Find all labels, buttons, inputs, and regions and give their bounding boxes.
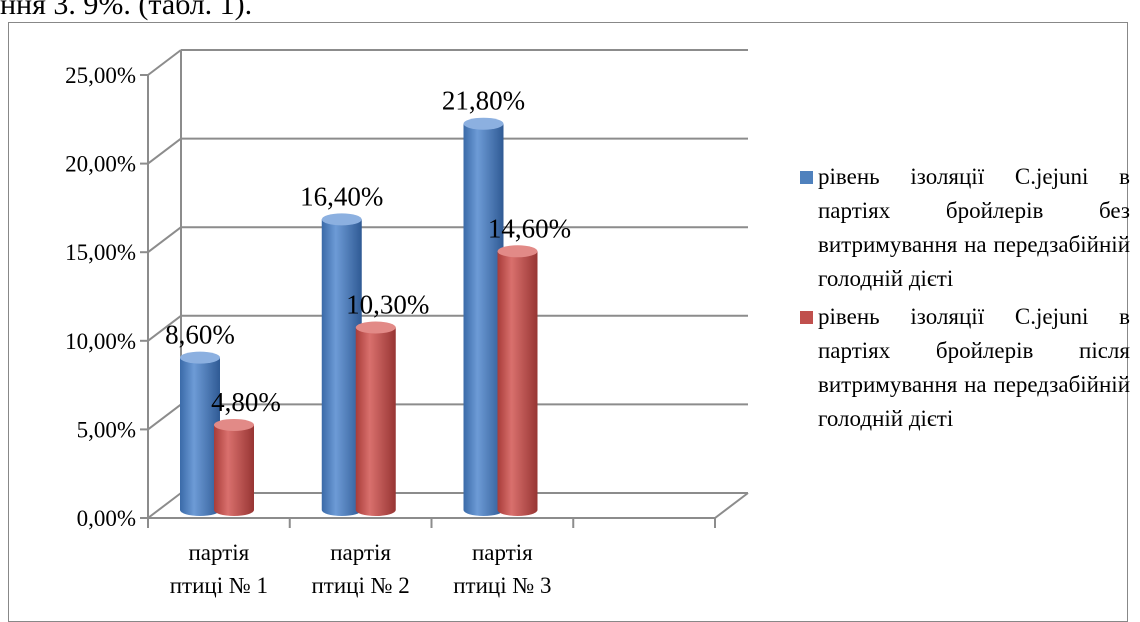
legend: рівень ізоляції C.jejuni в партіях бройл… — [800, 160, 1130, 440]
x-category-label: партія — [189, 540, 250, 565]
legend-swatch-red — [800, 311, 813, 324]
bar-top — [355, 321, 396, 334]
data-label: 14,60% — [488, 213, 571, 243]
legend-item-series-1: рівень ізоляції C.jejuni в партіях бройл… — [800, 160, 1130, 296]
bar-top — [214, 418, 254, 431]
gridline-side — [147, 49, 182, 76]
y-tick-label: 25,00% — [65, 63, 136, 88]
bars — [180, 117, 538, 516]
bar-body — [355, 327, 396, 516]
bar-cylinder — [497, 245, 538, 516]
data-labels: 8,60% 16,40% 21,80% 4,80% 10,30% 14,60% — [165, 86, 571, 417]
data-label: 21,80% — [442, 86, 525, 116]
data-label: 10,30% — [346, 289, 429, 319]
gridline-side — [147, 315, 182, 342]
bar-cylinder — [321, 213, 362, 516]
x-axis-categories: партія птиці № 1 партія птиці № 2 партія птиц… — [170, 540, 552, 598]
y-tick-label: 10,00% — [65, 329, 136, 354]
bar-cylinder — [214, 418, 254, 516]
y-tick-label: 20,00% — [65, 152, 136, 177]
y-tick-label: 5,00% — [77, 417, 136, 442]
bar-body — [497, 251, 538, 516]
bar-body — [214, 424, 254, 516]
bar-cylinder — [180, 351, 220, 516]
bar-top — [321, 213, 362, 226]
data-label: 4,80% — [211, 387, 281, 417]
caption-fragment: ння 3. 9%. (табл. 1). — [0, 0, 253, 21]
y-axis-ticks: 0,00% 5,00% 10,00% 15,00% 20,00% 25,00% — [65, 63, 136, 531]
gridline-side — [147, 226, 182, 253]
gridline-side — [147, 137, 182, 165]
legend-label-series-2: рівень ізоляції C.jejuni в партіях бройл… — [818, 304, 1130, 431]
legend-swatch-blue — [800, 171, 813, 184]
gridline-side — [147, 492, 182, 519]
x-category-label: партія — [472, 540, 533, 565]
bar-cylinder — [355, 321, 396, 516]
legend-label-series-1: рівень ізоляції C.jejuni в партіях бройл… — [818, 164, 1130, 291]
bar-cylinder — [463, 117, 504, 516]
data-label: 16,40% — [300, 181, 383, 211]
bar-body — [463, 123, 504, 516]
y-tick-label: 15,00% — [65, 240, 136, 265]
bar-body — [321, 219, 362, 516]
bar-top — [497, 245, 538, 258]
bar-top — [180, 351, 220, 364]
x-category-label: птиці № 3 — [453, 573, 551, 598]
bar-body — [180, 357, 220, 516]
x-category-label: партія — [330, 540, 391, 565]
y-tick-label: 0,00% — [77, 506, 136, 531]
legend-item-series-2: рівень ізоляції C.jejuni в партіях бройл… — [800, 300, 1130, 436]
data-label: 8,60% — [165, 320, 235, 350]
x-category-label: птиці № 2 — [311, 573, 409, 598]
x-category-label: птиці № 1 — [170, 573, 268, 598]
gridline-side — [147, 403, 182, 431]
bar-top — [463, 117, 504, 130]
